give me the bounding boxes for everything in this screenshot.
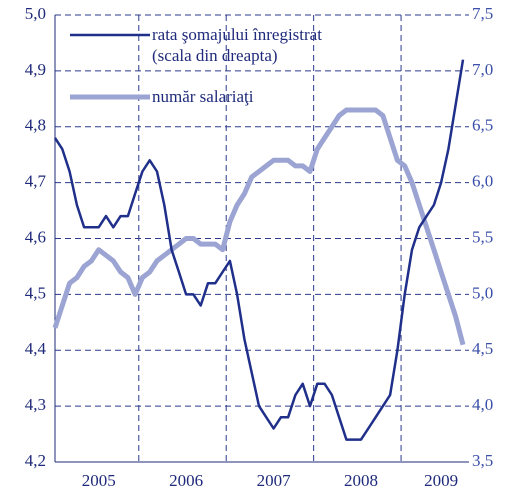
y2-tick-label: 5,5 <box>472 227 493 246</box>
y2-tick-label: 4,5 <box>472 339 493 358</box>
y2-tick-label: 4,0 <box>472 395 493 414</box>
y-tick-label: 4,5 <box>25 283 46 302</box>
x-tick-label: 2005 <box>82 471 116 490</box>
y2-tick-label: 5,0 <box>472 283 493 302</box>
y-tick-label: 4,6 <box>25 227 46 246</box>
series-line <box>53 59 465 441</box>
x-tick-label: 2006 <box>169 471 203 490</box>
y2-tick-label: 7,0 <box>472 60 493 79</box>
y-tick-label: 4,4 <box>25 339 47 358</box>
x-tick-label: 2009 <box>424 471 458 490</box>
y-tick-label: 5,0 <box>25 4 46 23</box>
legend-label: număr salariaţi <box>152 87 254 106</box>
x-tick-label: 2007 <box>257 471 292 490</box>
y-tick-label: 4,3 <box>25 395 46 414</box>
y-tick-label: 4,2 <box>25 451 46 470</box>
series-line <box>52 107 466 346</box>
y-tick-label: 4,7 <box>25 172 47 191</box>
legend-label: rata şomajului înregistrat (scala din dr… <box>152 25 322 65</box>
y-tick-label: 4,8 <box>25 116 46 135</box>
y2-tick-label: 6,0 <box>472 172 493 191</box>
y2-tick-label: 3,5 <box>472 451 493 470</box>
y2-tick-label: 7,5 <box>472 4 493 23</box>
y2-tick-label: 6,5 <box>472 116 493 135</box>
x-tick-label: 2008 <box>344 471 378 490</box>
y-tick-label: 4,9 <box>25 60 46 79</box>
